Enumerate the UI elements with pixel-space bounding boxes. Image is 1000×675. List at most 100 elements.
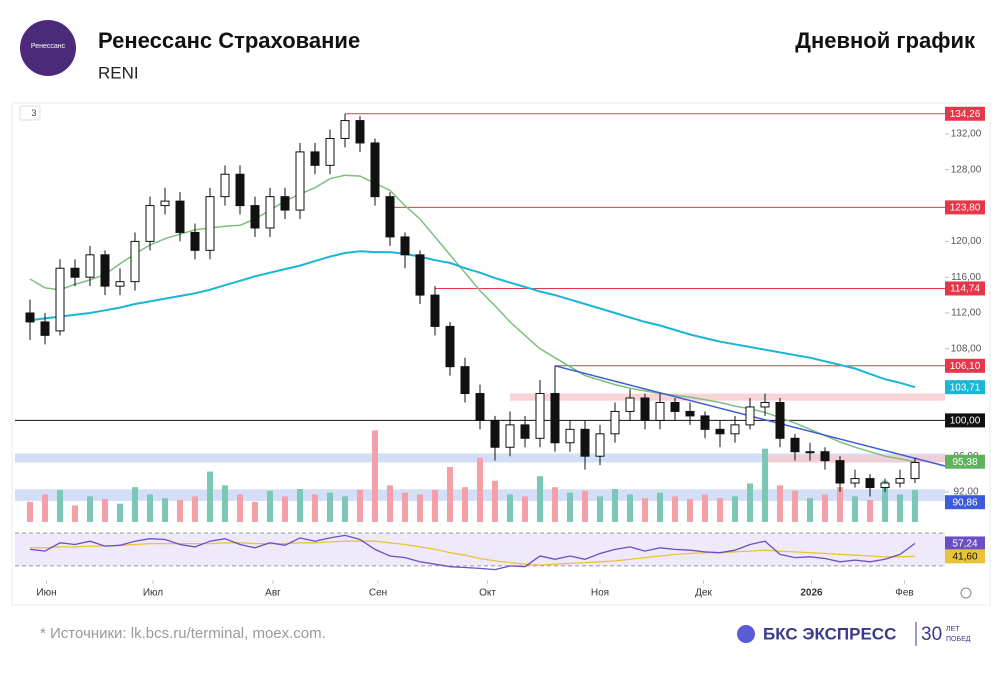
candle-body <box>130 240 140 283</box>
level-label: 106,10 <box>950 361 981 372</box>
candle-body <box>670 401 680 412</box>
brand-badge-text: ЛЕТ <box>946 626 960 633</box>
candle-body <box>370 142 380 198</box>
brand-badge-text: ПОБЕД <box>946 636 971 643</box>
candle-body <box>910 461 920 480</box>
volume-bar <box>612 489 618 522</box>
volume-bar <box>57 489 63 522</box>
volume-bar <box>72 505 78 522</box>
volume-bar <box>252 501 258 522</box>
volume-bar <box>702 494 708 522</box>
x-tick-label: Сен <box>369 588 387 599</box>
y-tick-label: 112,00 <box>951 308 981 319</box>
volume-bar <box>147 494 153 522</box>
indicator-toggle[interactable] <box>19 105 41 121</box>
x-tick-label: Окт <box>479 588 496 599</box>
candle-body <box>625 397 635 412</box>
volume-bar <box>777 485 783 522</box>
candle-body <box>775 401 785 439</box>
volume-bar <box>447 467 453 522</box>
level-label-box <box>945 106 985 121</box>
volume-bar <box>342 496 348 522</box>
candle-body <box>685 410 695 417</box>
level-label-box <box>945 358 985 373</box>
volume-bar <box>312 494 318 522</box>
volume-bar <box>387 485 393 522</box>
candle-body <box>55 267 65 332</box>
volume-bar <box>672 496 678 522</box>
volume-bar <box>267 490 273 522</box>
volume-bar <box>912 489 918 522</box>
volume-bar <box>132 487 138 522</box>
volume-bar <box>852 496 858 522</box>
volume-bar <box>462 487 468 522</box>
candle-body <box>490 419 500 448</box>
volume-bar <box>867 500 873 522</box>
volume-bar <box>297 489 303 522</box>
candle-body <box>280 196 290 211</box>
level-label-box <box>945 454 985 469</box>
volume-bar <box>732 496 738 522</box>
volume-bar <box>27 501 33 522</box>
candle-body <box>415 254 425 296</box>
volume-bar <box>357 489 363 522</box>
chart-frame <box>11 102 991 606</box>
volume-bar <box>897 494 903 522</box>
candle-body <box>520 424 530 439</box>
candle-body <box>265 196 275 229</box>
volume-bar <box>522 496 528 522</box>
moving-average <box>29 250 916 389</box>
x-tick-label: Июн <box>36 588 56 599</box>
logo-text: Ренессанс <box>31 43 66 50</box>
volume-bar <box>177 500 183 522</box>
y-tick-label: 132,00 <box>951 129 982 140</box>
volume-bar <box>747 483 753 522</box>
volume-bar <box>717 498 723 522</box>
candle-body <box>565 428 575 444</box>
rsi-band <box>15 532 945 566</box>
level-label: 95,38 <box>952 457 977 468</box>
volume-bar <box>657 492 663 522</box>
x-tick-label: Ноя <box>591 588 609 599</box>
candle-body <box>325 137 335 166</box>
candle-body <box>145 205 155 242</box>
level-label: 123,80 <box>950 203 981 214</box>
rsi-line <box>29 534 916 571</box>
candle-body <box>295 151 305 211</box>
volume-bar <box>822 494 828 522</box>
volume-bar <box>642 498 648 522</box>
candle-body <box>175 200 185 233</box>
candle-body <box>85 254 95 278</box>
moving-average <box>29 174 916 463</box>
volume-bar <box>597 496 603 522</box>
volume-bar <box>552 487 558 522</box>
volume-bar <box>507 494 513 522</box>
candle-body <box>550 393 560 444</box>
candle-body <box>850 478 860 484</box>
volume-bar <box>627 494 633 522</box>
candle-body <box>340 120 350 139</box>
volume-bar <box>102 499 108 522</box>
candle-body <box>430 294 440 327</box>
candle-body <box>835 460 845 484</box>
x-tick-label: Фев <box>895 588 913 599</box>
brand-logo <box>737 625 755 643</box>
candle-body <box>475 393 485 421</box>
level-label-box <box>945 380 985 395</box>
candle-body <box>25 312 35 323</box>
volume-bar <box>432 489 438 522</box>
candle-body <box>235 173 245 207</box>
volume-bar <box>537 476 543 522</box>
volume-bar <box>222 485 228 522</box>
settings-icon[interactable] <box>960 587 972 599</box>
x-tick-label: Дек <box>695 588 712 599</box>
volume-bar <box>417 494 423 522</box>
volume-bar <box>282 496 288 522</box>
rsi-label: 57,24 <box>952 539 977 550</box>
candle-body <box>190 231 200 251</box>
candle-body <box>310 151 320 166</box>
x-tick-label: Июл <box>143 588 163 599</box>
